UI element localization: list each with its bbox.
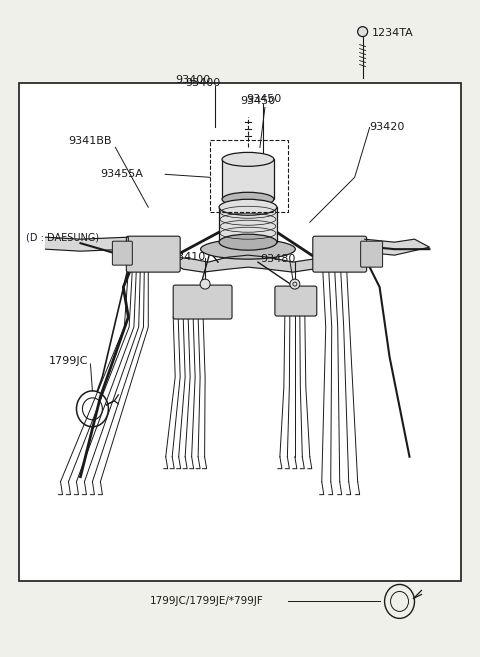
Text: 93400: 93400: [185, 78, 220, 87]
Circle shape: [358, 27, 368, 37]
Circle shape: [290, 279, 300, 289]
Ellipse shape: [222, 152, 274, 166]
Ellipse shape: [219, 199, 277, 215]
Polygon shape: [46, 237, 128, 251]
FancyBboxPatch shape: [313, 237, 367, 272]
Text: 93400: 93400: [175, 74, 210, 85]
Text: 93450: 93450: [246, 95, 281, 104]
Ellipse shape: [201, 239, 295, 259]
FancyBboxPatch shape: [112, 241, 132, 265]
Text: 93450: 93450: [240, 97, 275, 106]
Text: 1234TA: 1234TA: [372, 28, 413, 37]
Text: 1799JC/1799JE/*799JF: 1799JC/1799JE/*799JF: [150, 597, 264, 606]
Text: 1799JC: 1799JC: [48, 356, 88, 366]
Text: 93420: 93420: [370, 122, 405, 133]
Text: 93480: 93480: [260, 254, 295, 264]
FancyBboxPatch shape: [173, 285, 232, 319]
Text: 93455A: 93455A: [100, 170, 144, 179]
FancyBboxPatch shape: [275, 286, 317, 316]
FancyBboxPatch shape: [126, 237, 180, 272]
FancyBboxPatch shape: [360, 241, 383, 267]
FancyBboxPatch shape: [19, 83, 461, 581]
Ellipse shape: [219, 234, 277, 250]
Circle shape: [200, 279, 210, 289]
Text: (D : DAESUNG): (D : DAESUNG): [25, 232, 99, 242]
Ellipse shape: [222, 193, 274, 206]
Text: 93410: 93410: [170, 252, 205, 262]
FancyBboxPatch shape: [222, 160, 274, 199]
Polygon shape: [365, 239, 430, 255]
Polygon shape: [176, 255, 320, 272]
Text: 9341BB: 9341BB: [69, 137, 112, 147]
FancyBboxPatch shape: [219, 207, 277, 242]
